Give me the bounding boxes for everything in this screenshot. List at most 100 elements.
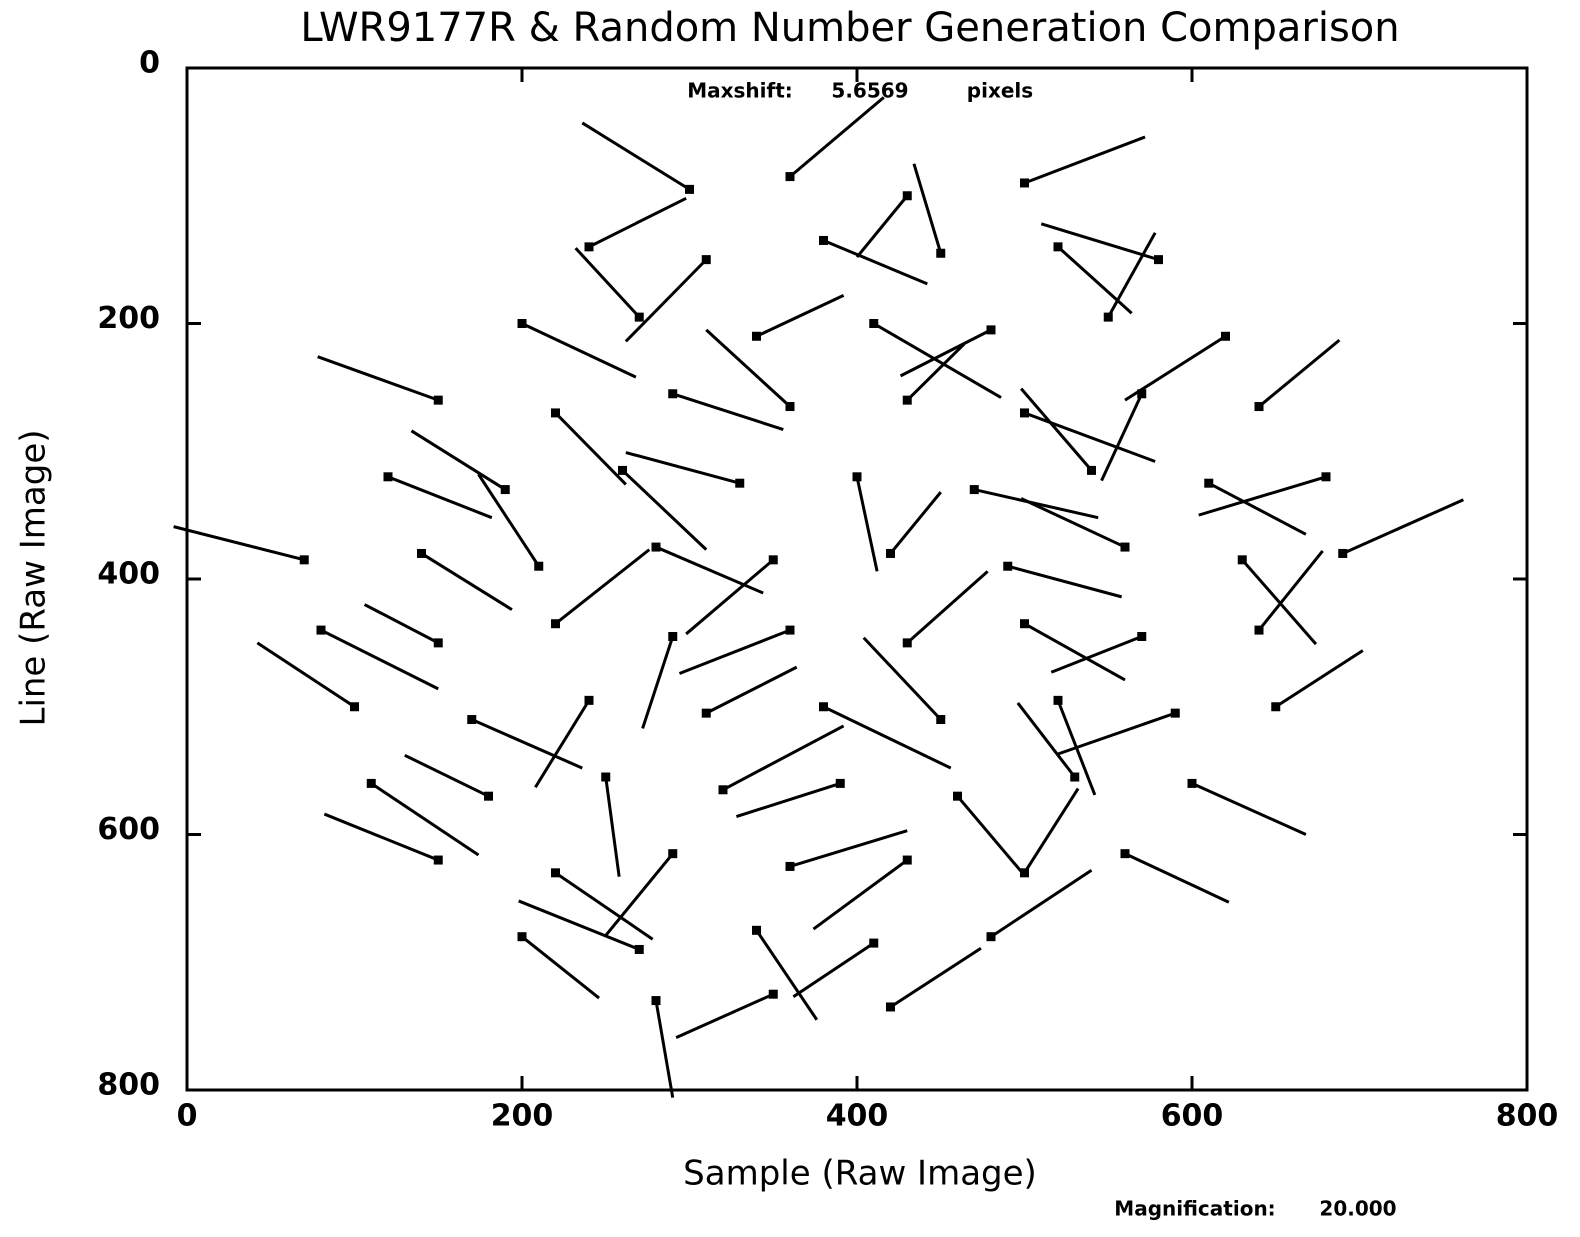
shift-vector bbox=[581, 121, 691, 191]
shift-vector bbox=[705, 665, 798, 715]
point-marker bbox=[668, 389, 678, 399]
point-marker bbox=[1254, 402, 1264, 412]
shift-vector bbox=[705, 328, 792, 408]
shift-vector bbox=[363, 603, 439, 645]
maxshift-value: 5.6569 bbox=[831, 79, 908, 103]
point-marker bbox=[433, 855, 443, 865]
shift-vector bbox=[554, 548, 651, 625]
point-marker bbox=[1254, 625, 1264, 635]
point-marker bbox=[735, 478, 745, 488]
point-marker bbox=[768, 989, 778, 999]
point-marker bbox=[551, 868, 560, 878]
point-marker bbox=[869, 319, 879, 328]
shift-vector bbox=[518, 899, 640, 951]
y-tick-label: 200 bbox=[97, 301, 160, 336]
shift-vector bbox=[1040, 222, 1159, 262]
shift-vector bbox=[521, 935, 600, 1000]
shift-vector bbox=[735, 781, 841, 819]
point-marker bbox=[1237, 555, 1247, 565]
point-marker bbox=[936, 248, 946, 258]
shift-vector bbox=[1057, 711, 1176, 756]
point-marker bbox=[1271, 702, 1281, 712]
shift-vector bbox=[1198, 475, 1327, 517]
shift-vector bbox=[899, 328, 992, 378]
point-marker bbox=[634, 312, 644, 322]
point-marker bbox=[902, 855, 912, 865]
chart-title: LWR9177R & Random Number Generation Comp… bbox=[300, 5, 1399, 51]
point-marker bbox=[869, 938, 879, 948]
shift-vector bbox=[625, 451, 741, 485]
point-marker bbox=[433, 638, 443, 648]
point-marker bbox=[350, 702, 359, 712]
x-tick-label: 400 bbox=[826, 1099, 889, 1134]
shift-vector bbox=[477, 473, 541, 568]
x-tick-label: 0 bbox=[177, 1099, 198, 1134]
shift-vector bbox=[1016, 702, 1076, 778]
shift-vector bbox=[1020, 497, 1126, 549]
maxshift-label: Maxshift: bbox=[687, 79, 793, 103]
shift-vector bbox=[912, 163, 943, 254]
point-marker bbox=[1020, 868, 1029, 878]
point-marker bbox=[752, 331, 761, 341]
point-marker bbox=[383, 472, 393, 482]
shift-vector bbox=[755, 294, 845, 338]
point-marker bbox=[651, 996, 661, 1006]
shift-vector bbox=[675, 992, 774, 1039]
shift-vector bbox=[1342, 498, 1464, 555]
point-marker bbox=[1120, 542, 1130, 552]
shift-vector bbox=[755, 929, 819, 1021]
point-marker bbox=[500, 485, 510, 495]
point-marker bbox=[584, 695, 594, 705]
y-tick-label: 800 bbox=[97, 1068, 160, 1103]
shift-vector bbox=[822, 239, 928, 286]
shift-vector bbox=[1050, 635, 1143, 674]
point-marker bbox=[618, 465, 627, 475]
magnification-label: Magnification: bbox=[1114, 1197, 1275, 1221]
point-marker bbox=[634, 944, 644, 954]
point-marker bbox=[1020, 619, 1029, 629]
shift-vector bbox=[173, 525, 305, 562]
shift-vector bbox=[812, 858, 909, 931]
shift-vector bbox=[1258, 338, 1341, 408]
shift-vector bbox=[1124, 852, 1230, 904]
point-marker bbox=[785, 625, 795, 635]
shift-vector bbox=[641, 636, 675, 729]
shift-vector bbox=[678, 628, 791, 675]
point-marker bbox=[551, 619, 560, 629]
point-marker bbox=[1154, 255, 1163, 265]
point-marker bbox=[718, 785, 728, 795]
point-marker bbox=[936, 715, 946, 725]
point-marker bbox=[986, 325, 996, 335]
point-marker bbox=[902, 395, 912, 405]
shift-vector bbox=[872, 322, 1002, 399]
shift-vector bbox=[588, 196, 687, 249]
shift-vector bbox=[387, 475, 493, 520]
point-marker bbox=[1338, 548, 1348, 558]
shift-vector bbox=[604, 776, 621, 877]
shift-vector bbox=[534, 699, 591, 789]
maxshift-unit: pixels bbox=[967, 79, 1033, 103]
shift-vector bbox=[624, 258, 708, 343]
y-tick-label: 0 bbox=[139, 46, 160, 81]
shift-vector bbox=[789, 829, 908, 868]
point-marker bbox=[1170, 708, 1180, 718]
shift-vector bbox=[1257, 549, 1324, 632]
shift-vector bbox=[420, 552, 513, 611]
point-marker bbox=[601, 772, 611, 782]
magnification-value: 20.000 bbox=[1319, 1197, 1396, 1221]
shift-vector bbox=[1056, 245, 1133, 315]
point-marker bbox=[1221, 331, 1230, 341]
point-marker bbox=[1120, 849, 1130, 859]
shift-vector bbox=[1106, 232, 1157, 318]
shift-vector bbox=[256, 641, 356, 709]
point-marker bbox=[1137, 631, 1147, 641]
plot-frame bbox=[185, 66, 1529, 1092]
shift-vector bbox=[1023, 787, 1080, 874]
shift-vector bbox=[1023, 135, 1146, 185]
shift-vector bbox=[621, 469, 708, 551]
shift-vector bbox=[672, 392, 784, 431]
shift-vector bbox=[404, 753, 490, 798]
y-tick-label: 600 bbox=[97, 812, 160, 847]
shift-vector bbox=[990, 869, 1093, 938]
